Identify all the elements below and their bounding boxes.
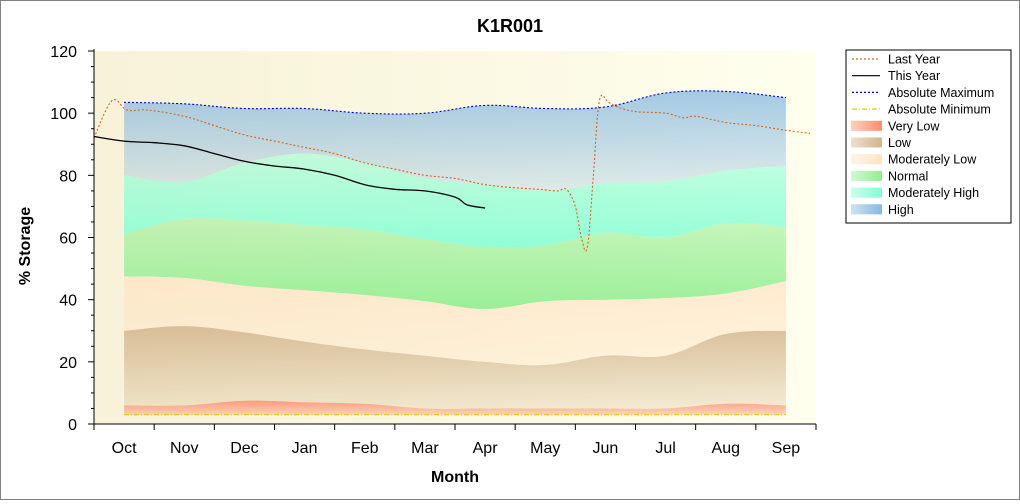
x-tick-label: Dec — [230, 440, 258, 457]
legend-swatch-shine — [851, 204, 882, 215]
legend-item: Moderately Low — [851, 153, 977, 167]
legend: Last Year This Year Absolute Maximum Absolu… — [845, 49, 1012, 224]
x-tick-label: Jun — [593, 440, 619, 457]
series-line-last-year — [93, 94, 811, 252]
band-moderately-low — [124, 276, 786, 366]
x-tick-label: Oct — [112, 440, 137, 457]
legend-item: This Year — [852, 69, 940, 83]
legend-label: Absolute Maximum — [888, 86, 994, 100]
band-normal — [124, 217, 786, 309]
y-tick-label: 0 — [68, 417, 77, 434]
x-tick-label: Aug — [712, 440, 740, 457]
legend-item: Moderately High — [851, 186, 979, 200]
legend-item: Normal — [851, 169, 928, 183]
series-line-this-year — [93, 135, 486, 209]
legend-swatch-shine — [851, 154, 882, 165]
axes: 0 20 40 60 80 100 120 Oct Nov Dec Jan Feb Mar Apr May J… — [50, 44, 817, 457]
series-lines — [93, 90, 811, 416]
legend-label: Absolute Minimum — [888, 103, 991, 117]
y-tick-label: 80 — [59, 168, 77, 185]
y-tick-label: 100 — [50, 106, 77, 123]
legend-label: Moderately Low — [888, 153, 977, 167]
series-line-absolute-maximum — [124, 90, 786, 115]
x-tick-label: May — [530, 440, 560, 457]
legend-item: High — [851, 203, 914, 217]
legend-label: Normal — [888, 169, 928, 183]
legend-item: Very Low — [851, 119, 940, 133]
legend-swatch-shine — [851, 137, 882, 148]
legend-label: Low — [888, 136, 912, 150]
y-tick-label: 20 — [59, 355, 77, 372]
legend-item: Absolute Maximum — [852, 86, 994, 100]
legend-item: Absolute Minimum — [852, 103, 991, 117]
x-tick-label: Jul — [655, 440, 675, 457]
y-axis-title: % Storage — [17, 207, 34, 285]
chart-title: K1R001 — [477, 16, 543, 36]
x-tick-label: Apr — [473, 440, 499, 457]
legend-label: This Year — [888, 69, 940, 83]
legend-label: Very Low — [888, 119, 940, 133]
x-tick-label: Jan — [292, 440, 318, 457]
legend-swatch-shine — [851, 170, 882, 181]
band-low — [124, 326, 786, 409]
legend-item: Low — [851, 136, 912, 150]
storage-bands — [124, 90, 786, 415]
y-tick-label: 40 — [59, 293, 77, 310]
x-tick-label: Sep — [772, 440, 801, 457]
x-tick-label: Nov — [170, 440, 198, 457]
band-moderately-high — [124, 153, 786, 248]
band-high — [124, 90, 786, 191]
legend-swatch-shine — [851, 187, 882, 198]
legend-swatch-shine — [851, 120, 882, 131]
y-tick-label: 60 — [59, 231, 77, 248]
y-tick-label: 120 — [50, 44, 77, 61]
band-very-low — [124, 400, 786, 415]
legend-label: Last Year — [888, 53, 940, 67]
legend-label: Moderately High — [888, 186, 979, 200]
legend-label: High — [888, 203, 914, 217]
x-tick-label: Feb — [351, 440, 379, 457]
legend-item: Last Year — [852, 53, 940, 67]
x-tick-label: Mar — [411, 440, 439, 457]
x-axis-title: Month — [431, 469, 479, 486]
